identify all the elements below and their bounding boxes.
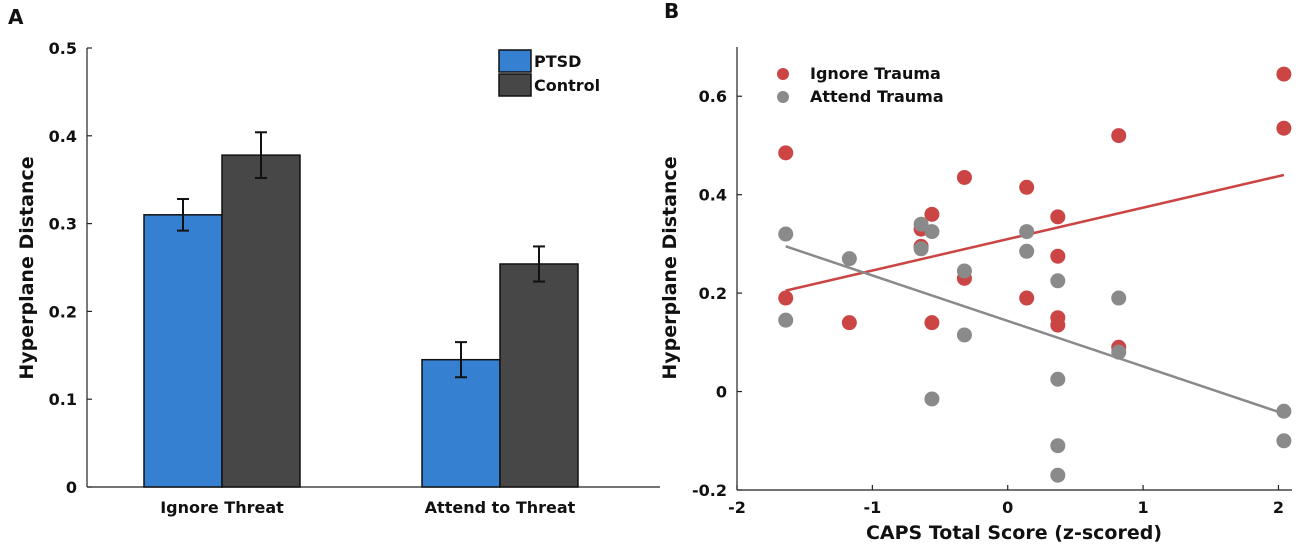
point-attend-trauma bbox=[1111, 290, 1127, 306]
point-attend-trauma bbox=[1276, 403, 1292, 419]
panel-a-axes: 0 0.1 0.2 0.3 0.4 0.5 Ignore Threat Attend to T… bbox=[49, 39, 660, 517]
point-attend-trauma bbox=[1276, 433, 1292, 449]
panel-a-x-tick-label-attend-to-threat: Attend to Threat bbox=[425, 498, 576, 517]
point-ignore-trauma bbox=[1111, 128, 1127, 144]
point-attend-trauma bbox=[913, 241, 929, 257]
legend-marker-attend-trauma bbox=[777, 91, 789, 103]
panel-a-label: A bbox=[8, 5, 24, 29]
point-attend-trauma bbox=[778, 226, 794, 242]
legend-marker-ignore-trauma bbox=[777, 68, 789, 80]
panel-a-x-tick-label-ignore-threat: Ignore Threat bbox=[160, 498, 284, 517]
bar-control-ignore-threat bbox=[221, 154, 301, 488]
panel-b-x-tick-label: 0 bbox=[1002, 498, 1013, 517]
panel-b-points bbox=[778, 66, 1292, 483]
panel-a-y-tick-label: 0.5 bbox=[49, 39, 77, 58]
panel-b-axes: -0.2 0 0.2 0.4 0.6 -2 -1 0 1 2 bbox=[692, 47, 1292, 517]
bar-ptsd-ignore-threat bbox=[143, 214, 223, 488]
bar-ptsd-attend-to-threat bbox=[421, 358, 501, 488]
panel-b-x-tick-label: 2 bbox=[1273, 498, 1284, 517]
panel-b-trend-lines bbox=[785, 173, 1285, 415]
panel-b-y-tick-label: -0.2 bbox=[692, 481, 727, 500]
point-attend-trauma bbox=[778, 312, 794, 328]
legend-label-ptsd: PTSD bbox=[534, 52, 581, 71]
point-ignore-trauma bbox=[778, 145, 794, 161]
panel-b-y-tick-label: 0 bbox=[716, 383, 727, 402]
trend-line-attend-trauma bbox=[785, 245, 1285, 415]
panel-a-bars bbox=[143, 131, 579, 488]
point-attend-trauma bbox=[841, 251, 857, 267]
point-attend-trauma bbox=[924, 391, 940, 407]
panel-b-y-tick-label: 0.4 bbox=[699, 186, 727, 205]
panel-b-x-tick-label: 1 bbox=[1138, 498, 1149, 517]
point-ignore-trauma bbox=[1050, 248, 1066, 264]
point-ignore-trauma bbox=[1019, 290, 1035, 306]
legend-label-attend-trauma: Attend Trauma bbox=[810, 87, 944, 106]
point-attend-trauma bbox=[924, 224, 940, 240]
legend-swatch-ptsd bbox=[498, 49, 532, 73]
point-ignore-trauma bbox=[1276, 120, 1292, 136]
point-ignore-trauma bbox=[841, 315, 857, 331]
legend-label-control: Control bbox=[534, 76, 600, 95]
panel-b-y-axis-label: Hyperplane Distance bbox=[659, 156, 681, 379]
panel-a-y-tick-label: 0.2 bbox=[49, 302, 77, 321]
point-ignore-trauma bbox=[1276, 66, 1292, 82]
point-ignore-trauma bbox=[924, 315, 940, 331]
point-ignore-trauma bbox=[1019, 179, 1035, 195]
legend-swatch-control bbox=[498, 73, 532, 97]
bar-control-attend-to-threat bbox=[499, 263, 579, 488]
point-attend-trauma bbox=[1050, 467, 1066, 483]
panel-a-y-tick-label: 0.1 bbox=[49, 390, 77, 409]
panel-b-y-tick-label: 0.6 bbox=[699, 87, 727, 106]
point-attend-trauma bbox=[1050, 438, 1066, 454]
panel-b-label: B bbox=[664, 0, 679, 23]
panel-a-y-tick-label: 0 bbox=[66, 478, 77, 497]
point-ignore-trauma bbox=[956, 169, 972, 185]
panel-a-y-axis-label: Hyperplane Distance bbox=[16, 156, 38, 379]
panel-a-y-tick-label: 0.4 bbox=[49, 127, 77, 146]
point-attend-trauma bbox=[913, 216, 929, 232]
panel-b-x-tick-label: -1 bbox=[863, 498, 881, 517]
panel-b-scatter-chart: B -0.2 0 0.2 0.4 0.6 -2 -1 0 1 2 Hyperplane Dista… bbox=[659, 0, 1292, 544]
point-ignore-trauma bbox=[1050, 317, 1066, 333]
panel-a-legend: PTSD Control bbox=[498, 49, 600, 97]
panel-b-x-axis-label: CAPS Total Score (z-scored) bbox=[866, 522, 1162, 544]
panel-a-y-tick-label: 0.3 bbox=[49, 215, 77, 234]
point-attend-trauma bbox=[1050, 273, 1066, 289]
panel-b-legend: Ignore Trauma Attend Trauma bbox=[777, 64, 944, 106]
point-attend-trauma bbox=[1019, 243, 1035, 259]
point-ignore-trauma bbox=[1050, 209, 1066, 225]
point-attend-trauma bbox=[956, 327, 972, 343]
legend-label-ignore-trauma: Ignore Trauma bbox=[810, 64, 941, 83]
point-ignore-trauma bbox=[924, 206, 940, 222]
panel-a-bar-chart: A 0 0.1 0.2 0.3 0.4 0.5 Ignore Threat Attend to… bbox=[8, 5, 660, 517]
panel-b-y-tick-label: 0.2 bbox=[699, 284, 727, 303]
point-attend-trauma bbox=[1050, 371, 1066, 387]
panel-b-x-tick-label: -2 bbox=[728, 498, 746, 517]
point-ignore-trauma bbox=[778, 290, 794, 306]
point-attend-trauma bbox=[1111, 344, 1127, 360]
trend-line-ignore-trauma bbox=[785, 173, 1285, 292]
point-attend-trauma bbox=[956, 263, 972, 279]
point-attend-trauma bbox=[1019, 224, 1035, 240]
